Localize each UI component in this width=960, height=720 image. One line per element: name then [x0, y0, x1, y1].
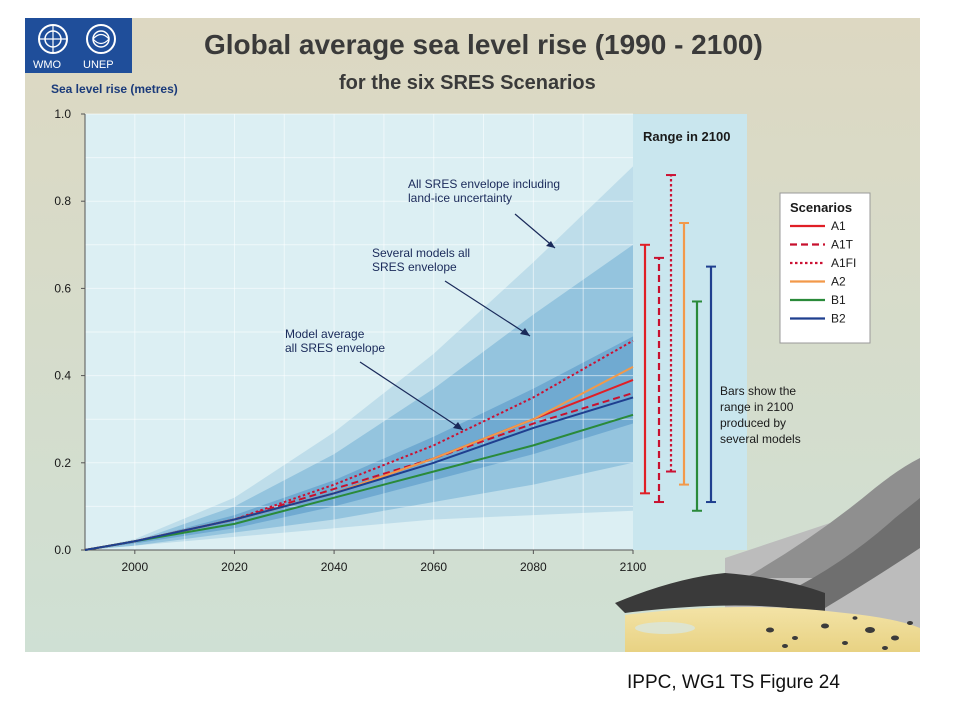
envelope-3	[85, 336, 633, 550]
annotation-several-models-arrow	[444, 280, 531, 337]
x-tick-label: 2040	[321, 560, 348, 574]
bars-note-line-3: produced by	[720, 416, 786, 430]
bars-note-line-4: several models	[720, 432, 801, 446]
annotation-model-average-arrowhead	[453, 422, 463, 430]
grid-layer	[85, 113, 633, 550]
annotation-several-models-line-1: Several models all	[372, 246, 470, 260]
unep-label: UNEP	[83, 59, 114, 71]
x-tick-label: 2060	[420, 560, 447, 574]
y-tick-label: 0.6	[54, 281, 71, 295]
annotation-model-average: Model average all SRES envelope	[285, 327, 464, 431]
annotation-model-average-arrow	[359, 361, 464, 431]
legend-label-b1: B1	[831, 293, 846, 307]
beach-illustration	[615, 458, 920, 652]
range-bars-layer	[640, 174, 716, 512]
figure-panel: WMO UNEP Global average sea level rise (…	[25, 18, 920, 652]
annotation-several-models-arrowhead	[520, 328, 530, 336]
bars-note-line-1: Bars show the	[720, 384, 796, 398]
x-tick-label: 2020	[221, 560, 248, 574]
y-tick-label: 0.0	[54, 543, 71, 557]
legend-box	[779, 192, 871, 344]
annotation-bars-note: Bars show the range in 2100 produced by …	[720, 384, 801, 446]
series-layer	[84, 339, 634, 551]
bars-note-line-2: range in 2100	[720, 400, 794, 414]
legend-title: Scenarios	[790, 200, 852, 215]
annotation-all-sres-arrow	[514, 213, 556, 249]
legend-label-b2: B2	[831, 312, 846, 326]
y-tick-label: 0.8	[54, 194, 71, 208]
series-line-b2	[84, 396, 634, 551]
annotation-all-sres-line-1: All SRES envelope including	[408, 177, 560, 191]
y-tick-label: 1.0	[54, 107, 71, 121]
legend: Scenarios A1 A1T A1FI A2 B1 B2	[779, 192, 871, 344]
x-tick-label: 2100	[620, 560, 647, 574]
y-tick-label: 0.4	[54, 369, 71, 383]
annotation-several-models-line-2: SRES envelope	[372, 260, 457, 274]
x-tick-label: 2000	[121, 560, 148, 574]
legend-label-a2: A2	[831, 275, 846, 289]
legend-label-a1t: A1T	[831, 238, 854, 252]
chart-title: Global average sea level rise (1990 - 21…	[204, 29, 763, 60]
envelope-2	[85, 244, 633, 551]
annotation-model-average-line-1: Model average	[285, 327, 365, 341]
sea-level-chart: WMO UNEP Global average sea level rise (…	[25, 18, 920, 652]
range-panel	[633, 114, 747, 550]
envelopes-layer	[85, 166, 633, 551]
annotation-all-sres-arrowhead	[546, 241, 555, 248]
legend-label-a1: A1	[831, 219, 846, 233]
x-tick-label: 2080	[520, 560, 547, 574]
y-tick-label: 0.2	[54, 456, 71, 470]
y-axis-label: Sea level rise (metres)	[51, 82, 178, 96]
wmo-logo-icon	[38, 24, 68, 54]
annotation-all-sres-line-2: land-ice uncertainty	[408, 191, 512, 205]
axes-layer: 0.0 0.2 0.4 0.6 0.8 1.0 2000 2020 2040 2060 2080 21…	[54, 107, 646, 574]
chart-subtitle: for the six SRES Scenarios	[339, 72, 596, 94]
range-panel-title: Range in 2100	[643, 129, 730, 144]
wmo-label: WMO	[33, 59, 62, 71]
unep-logo-icon	[86, 24, 116, 54]
annotation-several-models: Several models all SRES envelope	[372, 246, 531, 337]
logo-block: WMO UNEP	[25, 18, 132, 73]
legend-label-a1fi: A1FI	[831, 256, 856, 270]
annotation-model-average-line-2: all SRES envelope	[285, 341, 385, 355]
annotation-all-sres: All SRES envelope including land-ice unc…	[408, 177, 560, 249]
figure-caption: IPPC, WG1 TS Figure 24	[627, 672, 840, 693]
